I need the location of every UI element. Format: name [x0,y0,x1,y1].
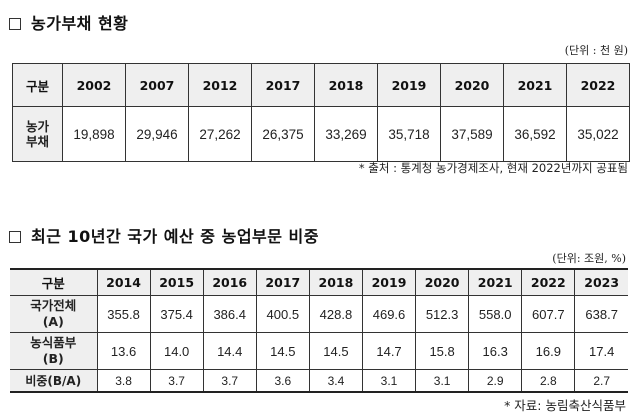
row-header-cell: 비중(B/A) [10,369,98,393]
value-cell: 638.7 [574,295,628,333]
section1-unit: (단위 : 천 원) [564,44,628,57]
value-cell: 14.0 [149,332,204,370]
value-cell: 3.7 [149,369,204,393]
value-cell: 558.0 [468,295,523,333]
header-cell: 2019 [377,63,441,107]
square-bullet-icon [9,231,21,243]
value-cell: 469.6 [361,295,417,333]
row-header-cell: 농식품부 (B) [10,332,98,370]
value-cell: 29,946 [125,106,189,162]
row-header-cell: 국가전체 (A) [10,295,98,333]
value-cell: 35,022 [566,106,630,162]
header-cell: 2022 [566,63,630,107]
value-cell: 428.8 [308,295,363,333]
agri-budget-share-table: 구분 2014 2015 2016 2017 2018 2019 2020 20… [10,268,628,393]
value-cell: 27,262 [188,106,252,162]
table-header-row: 구분 2002 2007 2012 2017 2018 2019 2020 20… [12,63,630,107]
value-cell: 14.4 [202,332,257,370]
value-cell: 37,589 [440,106,504,162]
value-cell: 26,375 [251,106,315,162]
value-cell: 2.9 [468,369,523,393]
value-cell: 3.7 [202,369,257,393]
header-cell: 2015 [149,268,204,296]
value-cell: 14.5 [308,332,363,370]
value-cell: 13.6 [96,332,151,370]
row-header-cell: 농가 부채 [12,106,63,162]
header-cell: 2007 [125,63,189,107]
value-cell: 400.5 [255,295,310,333]
header-cell: 2017 [251,63,315,107]
value-cell: 355.8 [96,295,151,333]
header-cell: 2016 [202,268,257,296]
value-cell: 3.8 [96,369,151,393]
header-cell: 2002 [62,63,126,107]
value-cell: 386.4 [202,295,257,333]
value-cell: 607.7 [521,295,576,333]
header-cell: 2021 [468,268,523,296]
header-cell: 2022 [521,268,576,296]
table-row: 농식품부 (B) 13.6 14.0 14.4 14.5 14.5 14.7 1… [10,332,628,370]
header-cell: 구분 [12,63,63,107]
value-cell: 3.6 [255,369,310,393]
value-cell: 2.7 [574,369,628,393]
header-cell: 2021 [503,63,567,107]
table-header-row: 구분 2014 2015 2016 2017 2018 2019 2020 20… [10,268,628,296]
value-cell: 33,269 [314,106,378,162]
header-cell: 2020 [440,63,504,107]
value-cell: 375.4 [149,295,204,333]
value-cell: 512.3 [415,295,470,333]
section2-title: 최근 10년간 국가 예산 중 농업부문 비중 [9,223,319,247]
table-row: 비중(B/A) 3.8 3.7 3.7 3.6 3.4 3.1 3.1 2.9 … [10,369,628,393]
section1-source-note: * 출처 : 통계청 농가경제조사, 현재 2022년까지 공표됨 [358,161,628,175]
header-cell: 2019 [361,268,417,296]
value-cell: 35,718 [377,106,441,162]
header-cell: 2018 [308,268,363,296]
header-cell: 2014 [96,268,151,296]
header-cell: 2018 [314,63,378,107]
section2-unit: (단위: 조원, %) [552,252,626,265]
header-cell: 2017 [255,268,310,296]
value-cell: 14.7 [361,332,417,370]
value-cell: 3.1 [415,369,470,393]
header-cell: 구분 [10,268,98,296]
value-cell: 14.5 [255,332,310,370]
table-row: 농가 부채 19,898 29,946 27,262 26,375 33,269… [12,106,630,162]
value-cell: 19,898 [62,106,126,162]
square-bullet-icon [9,18,21,30]
value-cell: 36,592 [503,106,567,162]
header-cell: 2012 [188,63,252,107]
section2-source-note: * 자료: 농림축산식품부 [504,398,626,413]
table-row: 국가전체 (A) 355.8 375.4 386.4 400.5 428.8 4… [10,295,628,333]
value-cell: 15.8 [415,332,470,370]
farm-debt-table: 구분 2002 2007 2012 2017 2018 2019 2020 20… [12,63,630,162]
value-cell: 16.3 [468,332,523,370]
header-cell: 2020 [415,268,470,296]
value-cell: 3.1 [361,369,417,393]
section1-title: 농가부채 현황 [9,10,128,34]
value-cell: 3.4 [308,369,363,393]
value-cell: 2.8 [521,369,576,393]
header-cell: 2023 [574,268,628,296]
value-cell: 16.9 [521,332,576,370]
value-cell: 17.4 [574,332,628,370]
